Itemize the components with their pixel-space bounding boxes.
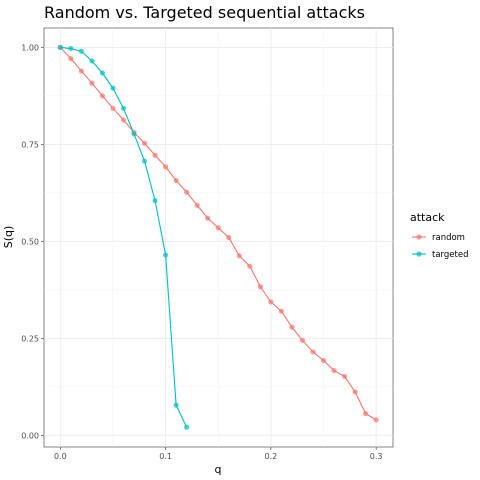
legend-key-point [416,234,422,240]
legend-label: targeted [432,250,468,260]
y-axis-title: S(q) [2,226,15,249]
x-tick-label: 0.1 [159,452,172,461]
legend-item-targeted: targeted [412,250,468,260]
data-point-targeted [184,424,190,430]
data-point-targeted [99,70,106,76]
y-tick-label: 0.75 [21,140,39,149]
data-point-random [226,234,232,241]
legend-label: random [432,233,465,243]
data-point-targeted [68,45,74,52]
data-point-random [78,68,84,74]
data-point-random [205,215,211,221]
data-point-random [247,263,253,269]
grid-lines [44,28,393,447]
data-point-random [341,373,348,379]
legend: attack random targeted [410,211,468,260]
data-point-random [68,56,74,62]
series-targeted [57,44,190,430]
data-point-random [278,308,285,314]
data-point-targeted [173,402,179,408]
data-point-random [236,253,242,259]
data-point-targeted [120,105,127,111]
data-point-random [152,152,158,158]
data-point-random [299,337,306,343]
series-random [57,44,379,423]
x-axis-title: q [215,463,222,476]
data-point-random [363,411,369,417]
data-point-random [268,299,274,305]
y-tick-label: 0.00 [21,431,39,440]
data-point-targeted [131,131,137,137]
legend-key-point [416,251,422,257]
data-point-random [289,324,295,330]
data-point-random [162,164,169,170]
data-point-targeted [162,252,169,258]
x-tick-label: 0.2 [265,452,278,461]
x-tick-label: 0.0 [54,452,67,461]
axis-layer: 0.0 0.1 0.2 0.3 0.00 0.25 0.50 0.75 1.00 [21,43,382,461]
data-point-random [310,349,316,355]
data-point-random [194,202,200,208]
data-point-random [120,117,127,123]
data-point-targeted [141,158,148,164]
data-point-random [215,225,221,231]
data-point-targeted [110,85,116,91]
data-point-targeted [78,48,84,54]
data-point-random [320,357,327,364]
data-point-random [331,367,337,374]
data-point-random [352,389,358,395]
data-point-targeted [57,44,63,50]
legend-title: attack [410,211,445,224]
data-point-random [99,93,106,99]
chart-title: Random vs. Targeted sequential attacks [44,3,365,22]
x-tick-label: 0.3 [370,452,383,461]
legend-item-random: random [412,233,465,243]
plot-panel [43,27,394,448]
data-point-targeted [89,58,95,64]
data-point-random [184,189,190,195]
data-point-random [173,177,179,184]
data-point-random [110,105,116,111]
data-point-random [89,80,95,86]
series-layer [57,44,379,430]
data-point-targeted [152,198,158,204]
y-tick-label: 1.00 [21,43,39,52]
y-tick-label: 0.25 [21,334,39,343]
data-point-random [257,284,263,290]
data-point-random [373,417,379,423]
y-tick-label: 0.50 [21,237,39,246]
data-point-random [141,140,148,146]
